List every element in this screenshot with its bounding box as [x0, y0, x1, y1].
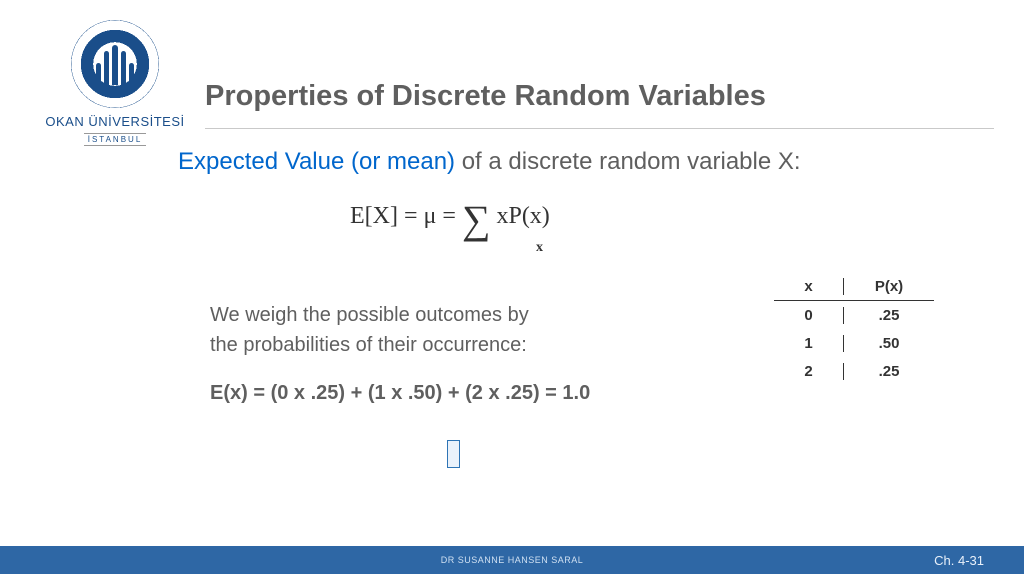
formula-eq: = [404, 203, 418, 230]
cell-p: .50 [844, 335, 934, 352]
subtitle-rest: of a discrete random variable X: [455, 148, 801, 175]
placeholder-marker [447, 440, 460, 468]
subtitle: Expected Value (or mean) of a discrete r… [178, 148, 801, 176]
formula: E[X] = μ = ∑ xP(x) x [350, 200, 550, 232]
logo-emblem [71, 20, 159, 108]
logo-university-name: OKAN ÜNİVERSİTESİ [35, 114, 195, 129]
table-row: 0 .25 [774, 301, 934, 329]
formula-rhs: xP(x) [496, 203, 549, 230]
footer-author: DR SUSANNE HANSEN SARAL [441, 555, 584, 565]
cell-p: .25 [844, 307, 934, 324]
logo-city: İSTANBUL [84, 133, 147, 146]
table-row: 2 .25 [774, 357, 934, 385]
title-divider [205, 128, 994, 129]
subtitle-highlight: Expected Value (or mean) [178, 148, 455, 175]
footer-bar: DR SUSANNE HANSEN SARAL Ch. 4-31 [0, 546, 1024, 574]
body-line-2: the probabilities of their occurrence: [210, 330, 527, 360]
formula-eq: = [442, 203, 456, 230]
body-line-1: We weigh the possible outcomes by [210, 300, 529, 330]
probability-table: x P(x) 0 .25 1 .50 2 .25 [774, 273, 934, 385]
formula-lhs: E[X] [350, 203, 398, 230]
header-p: P(x) [844, 278, 934, 295]
header-x: x [774, 278, 844, 295]
cell-p: .25 [844, 363, 934, 380]
formula-subscript: x [536, 240, 543, 256]
sigma-symbol: ∑ [462, 204, 491, 236]
footer-page: Ch. 4-31 [934, 553, 984, 568]
table-header: x P(x) [774, 273, 934, 301]
page-title: Properties of Discrete Random Variables [205, 80, 766, 113]
calculation: E(x) = (0 x .25) + (1 x .50) + (2 x .25)… [210, 382, 590, 405]
cell-x: 1 [774, 335, 844, 352]
cell-x: 0 [774, 307, 844, 324]
cell-x: 2 [774, 363, 844, 380]
formula-mu: μ [424, 203, 437, 230]
table-row: 1 .50 [774, 329, 934, 357]
university-logo: OKAN ÜNİVERSİTESİ İSTANBUL [35, 20, 195, 147]
